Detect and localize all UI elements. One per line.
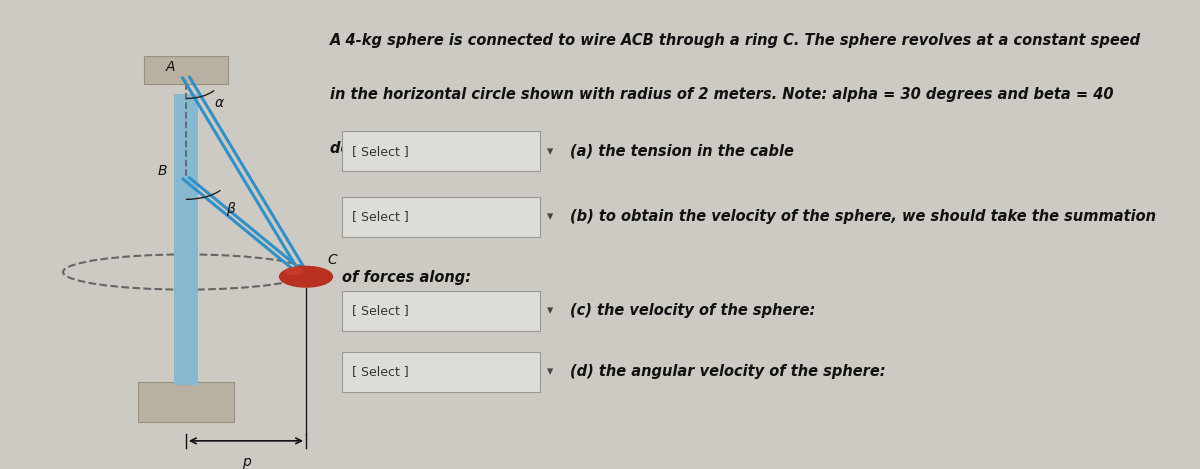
Text: (d) the angular velocity of the sphere:: (d) the angular velocity of the sphere: [570, 364, 886, 379]
Text: p: p [241, 455, 251, 469]
Text: [ Select ]: [ Select ] [352, 304, 408, 317]
Text: $\alpha$: $\alpha$ [214, 96, 226, 110]
Text: (c) the velocity of the sphere:: (c) the velocity of the sphere: [570, 303, 815, 318]
Text: [ Select ]: [ Select ] [352, 365, 408, 378]
Text: ▾: ▾ [547, 145, 553, 158]
FancyBboxPatch shape [342, 291, 540, 331]
FancyBboxPatch shape [342, 352, 540, 392]
Text: [ Select ]: [ Select ] [352, 211, 408, 223]
Text: C: C [328, 253, 337, 267]
Text: A: A [166, 60, 175, 74]
Text: $\beta$: $\beta$ [227, 200, 236, 218]
Text: degrees. Determine:: degrees. Determine: [330, 141, 499, 156]
Text: ▾: ▾ [547, 211, 553, 223]
Text: of forces along:: of forces along: [342, 270, 472, 285]
FancyBboxPatch shape [138, 382, 234, 422]
FancyBboxPatch shape [144, 56, 228, 84]
Circle shape [286, 268, 302, 274]
Text: A 4-kg sphere is connected to wire ACB through a ring C. The sphere revolves at : A 4-kg sphere is connected to wire ACB t… [330, 33, 1141, 48]
Text: (b) to obtain the velocity of the sphere, we should take the summation: (b) to obtain the velocity of the sphere… [570, 210, 1156, 224]
FancyBboxPatch shape [174, 94, 198, 385]
Text: (a) the tension in the cable: (a) the tension in the cable [570, 144, 794, 159]
FancyBboxPatch shape [342, 197, 540, 237]
Text: ▾: ▾ [547, 365, 553, 378]
Text: [ Select ]: [ Select ] [352, 145, 408, 158]
Text: ▾: ▾ [547, 304, 553, 317]
Circle shape [280, 266, 332, 287]
FancyBboxPatch shape [342, 131, 540, 171]
Text: B: B [157, 164, 167, 178]
Text: in the horizontal circle shown with radius of 2 meters. Note: alpha = 30 degrees: in the horizontal circle shown with radi… [330, 87, 1114, 102]
